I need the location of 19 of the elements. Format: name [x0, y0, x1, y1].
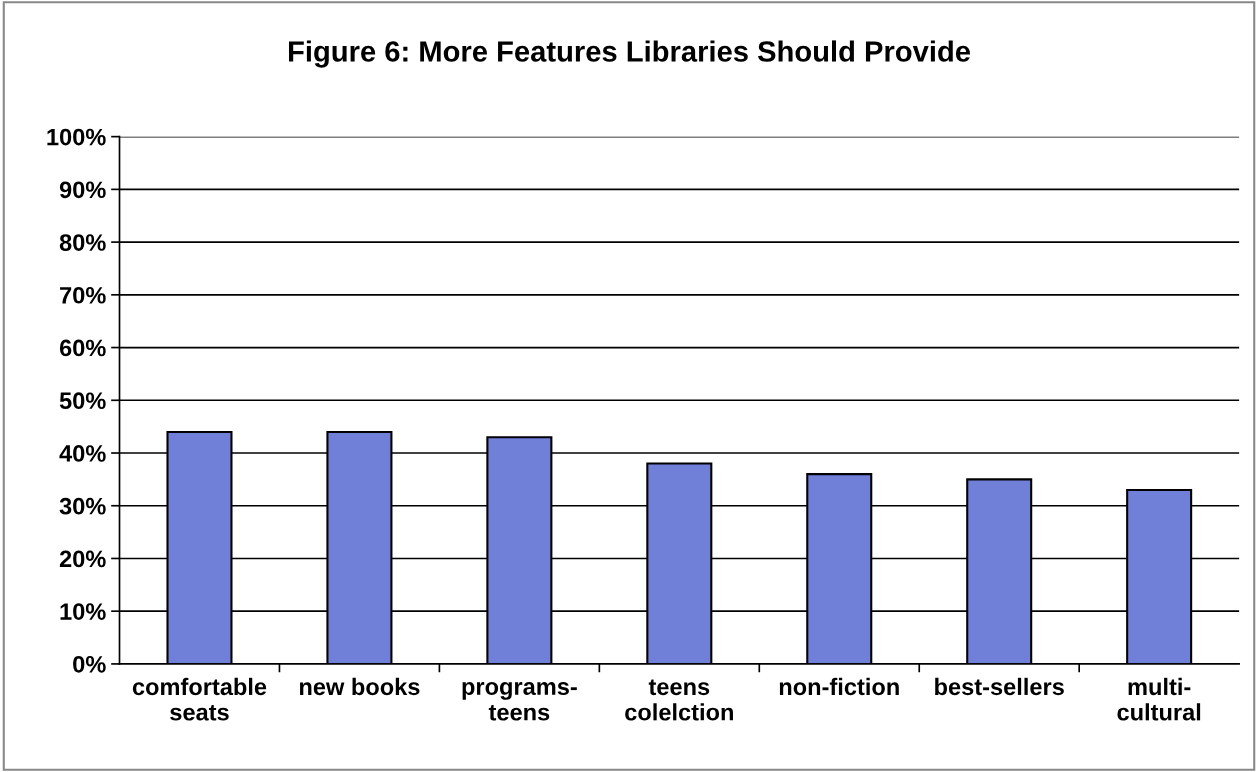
x-tick-label: multi- cultural — [1117, 677, 1201, 721]
y-tick-label: 40% — [59, 445, 106, 462]
x-tick-label: programs- teens — [462, 682, 577, 721]
y-tick-label: 80% — [59, 234, 106, 251]
y-tick-label: 70% — [60, 286, 106, 304]
x-tick-label: teens colelction — [625, 679, 733, 721]
x-tick-label: best-sellers — [935, 677, 1064, 696]
x-tick-label: non-fiction — [779, 677, 899, 696]
y-tick-label: 0% — [73, 655, 106, 673]
y-tick-label: 90% — [59, 181, 106, 199]
chart-title: Figure 6: More Features Libraries Should Provide — [289, 40, 970, 68]
y-tick-label: 60% — [59, 339, 106, 357]
y-tick-label: 20% — [59, 550, 106, 568]
y-tick-label: 100% — [47, 128, 106, 146]
x-tick-label: comfortable seats — [132, 677, 267, 721]
x-tick-label: new books — [299, 677, 420, 696]
y-tick-label: 50% — [59, 392, 106, 410]
y-tick-label: 30% — [59, 497, 106, 515]
y-tick-label: 10% — [60, 603, 106, 620]
